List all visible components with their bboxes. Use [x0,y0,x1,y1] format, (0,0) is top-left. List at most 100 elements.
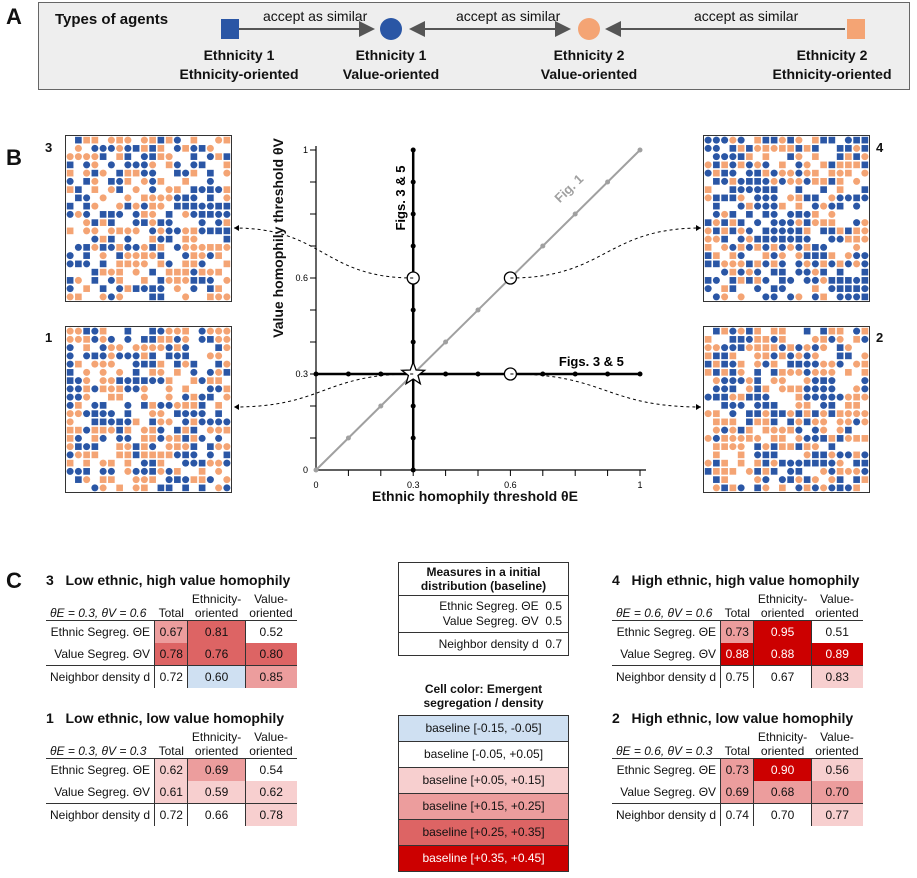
agent-circle [778,219,786,227]
agent-circle [803,260,811,268]
agent-square [721,435,728,442]
agent-circle [99,467,107,475]
agent-square [182,435,189,442]
agent-square [721,161,728,169]
agent-circle [754,202,762,210]
panel-label-b: B [6,145,22,170]
agent-square [141,252,148,259]
agent-circle [173,352,181,360]
agent-circle [762,393,770,401]
agent-square [845,285,852,292]
agent-square [83,202,90,210]
agent-square [99,476,107,483]
agent-circle [820,393,828,401]
agent-square [66,435,74,442]
agent-circle [712,434,720,442]
agent-square [770,418,778,426]
agent-circle [811,202,819,210]
agent-square [141,377,148,384]
agent-circle [99,344,107,352]
agent-square [83,344,90,351]
agent-square [721,459,728,467]
agent-square [207,227,214,235]
agent-circle [861,418,869,426]
agent-square [182,268,189,276]
agent-square [770,402,778,409]
agent-circle [820,276,828,284]
agent-circle [828,260,836,268]
agent-circle [770,194,778,202]
agent-circle [132,260,140,268]
agent-square [746,178,753,185]
agent-circle [803,169,811,177]
agent-circle [811,344,819,352]
agent-circle [182,293,190,301]
agent-circle [745,243,753,251]
agent-circle [124,227,132,235]
agent-square [787,145,794,152]
agent-circle [215,219,223,227]
agent-circle [173,136,181,144]
agent-circle [729,426,737,434]
agent-square [108,235,115,243]
agent-circle [844,418,852,426]
agent-square [116,268,123,276]
agent-circle [778,285,786,293]
agent-circle [861,335,869,343]
agent-square [704,360,712,368]
agent-circle [107,268,115,276]
agent-circle [99,368,107,376]
agent-square [157,260,165,268]
agent-square [820,260,827,268]
agent-square [861,277,869,284]
agent-circle [91,335,99,343]
agent-square [803,194,811,202]
agent-circle [157,410,165,418]
agent-square [91,451,99,459]
agent-square [66,202,74,210]
agent-square [174,360,181,368]
agent-circle [107,144,115,152]
agent-square [746,153,753,160]
agent-circle [754,285,762,293]
agent-square [66,227,74,235]
agent-square [729,145,737,152]
agent-circle [844,344,852,352]
agent-circle [165,418,173,426]
agent-circle [132,202,140,210]
agent-circle [165,467,173,475]
agent-circle [729,161,737,169]
connector-grid-2-arrowhead [696,404,701,410]
agent-square [820,459,827,467]
agent-square [182,426,189,434]
agent-circle [770,169,778,177]
agent-circle [116,352,124,360]
agent-circle [107,161,115,169]
agent-circle [132,352,140,360]
agent-circle [820,418,828,426]
agent-square [116,169,123,177]
agent-circle [853,260,861,268]
diagonal-point [637,147,643,153]
baseline-row-v: Value Segreg. ΘV 0.5 [399,613,568,633]
agent-square [836,161,844,169]
agent-label-4: Ethnicity 2 Ethnicity-oriented [772,47,892,82]
agent-circle [729,377,737,385]
agent-circle [803,161,811,169]
agent-circle [787,177,795,185]
agent-square [75,293,82,301]
agent-circle [83,410,91,418]
agent-square [132,169,140,177]
agent-square [157,252,165,259]
agent-circle [828,360,836,368]
agent-square [836,344,844,351]
agent-circle [190,368,198,376]
agent-circle [828,377,836,385]
agent-circle [173,327,181,335]
agent-square [174,268,181,276]
connector-grid-2 [510,373,702,408]
agent-square [754,484,761,492]
agent-square [737,219,745,226]
agent-square [861,459,869,467]
agent-square [762,227,770,235]
